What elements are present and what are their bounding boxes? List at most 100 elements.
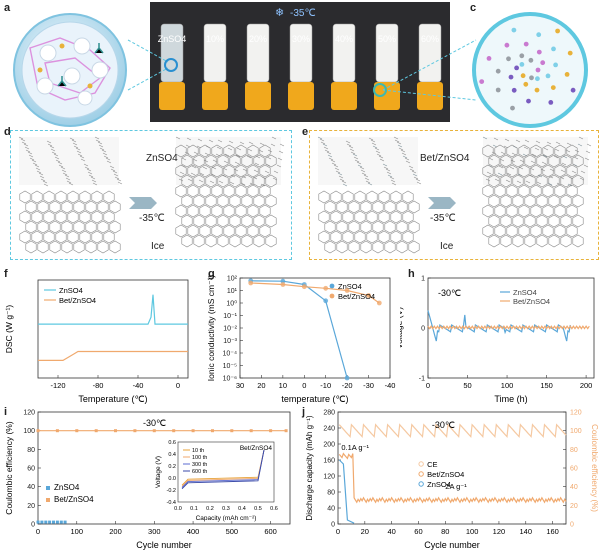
y-axis-label: Discharge capacity (mAh g⁻¹) bbox=[305, 415, 314, 520]
coulombic-efficiency-chart: Cycle number Coulombic efficiency (%) 0 100… bbox=[4, 410, 291, 550]
y-tick-label: 100 bbox=[570, 428, 582, 435]
ice-hexagon bbox=[229, 154, 241, 168]
ice-hexagon bbox=[25, 240, 37, 254]
ice-hexagon bbox=[223, 184, 235, 198]
ice-hexagon bbox=[55, 190, 67, 204]
md-water-molecule bbox=[179, 171, 185, 175]
ice-hexagon bbox=[554, 224, 566, 238]
md-water-molecule bbox=[396, 141, 402, 145]
md-water-molecule bbox=[553, 155, 559, 159]
molecule-atom bbox=[528, 57, 534, 63]
molecule-atom bbox=[535, 67, 541, 73]
y-tick-label: 100 bbox=[23, 428, 35, 435]
md-water-molecule bbox=[577, 143, 583, 147]
ice-hexagon bbox=[548, 194, 560, 208]
ice-hexagon bbox=[91, 190, 103, 204]
md-water-molecule bbox=[279, 143, 285, 147]
ice-hexagon bbox=[31, 190, 43, 204]
md-water-molecule bbox=[353, 156, 359, 160]
x-axis-label: Temperature (℃) bbox=[78, 394, 147, 404]
y-tick-label: 10⁻⁶ bbox=[223, 376, 237, 383]
ice-hexagon bbox=[560, 234, 572, 248]
molecule-atom bbox=[523, 41, 529, 47]
molecule-atom bbox=[510, 105, 515, 111]
ice-hexagon bbox=[247, 184, 259, 198]
md-water-molecule bbox=[97, 141, 103, 145]
md-water-molecule bbox=[404, 157, 410, 161]
x-tick-label: 50 bbox=[463, 381, 471, 390]
md-water-molecule bbox=[197, 138, 203, 142]
ice-hexagon bbox=[55, 210, 67, 224]
molecule-atom bbox=[479, 79, 485, 84]
md-water-molecule bbox=[28, 154, 34, 158]
ice-hexagon bbox=[402, 230, 414, 244]
ice-hexagon bbox=[205, 174, 217, 188]
ice-hexagon bbox=[259, 184, 271, 198]
data-point bbox=[280, 282, 286, 287]
inset-y-tick-label: 0.2 bbox=[168, 464, 176, 470]
md-water-molecule bbox=[375, 150, 381, 154]
ice-hexagon bbox=[506, 224, 518, 238]
x-tick-label: 300 bbox=[148, 527, 161, 536]
data-point bbox=[323, 285, 329, 291]
ice-hexagon bbox=[512, 154, 524, 168]
ice-hexagon bbox=[554, 184, 566, 198]
ice-hexagon bbox=[488, 214, 500, 228]
ice-hexagon bbox=[518, 144, 530, 158]
molecule-atom bbox=[523, 81, 529, 87]
x-tick-label: 140 bbox=[520, 527, 533, 536]
molecule-atom bbox=[504, 42, 510, 48]
md-water-molecule bbox=[331, 162, 337, 166]
ice-hexagon bbox=[342, 210, 354, 224]
y-tick-label: 0 bbox=[421, 326, 425, 333]
ice-hexagon bbox=[572, 214, 584, 228]
md-water-molecule bbox=[184, 151, 190, 155]
md-water-molecule bbox=[376, 153, 382, 157]
ice-hexagon bbox=[572, 174, 584, 188]
ice-hexagon bbox=[97, 240, 109, 254]
ice-hexagon bbox=[348, 200, 360, 214]
ice-hexagon bbox=[265, 234, 277, 248]
solvation-molecules-schematic bbox=[472, 12, 588, 128]
legend-swatch bbox=[329, 283, 335, 289]
md-water-molecule bbox=[92, 182, 98, 186]
ice-hexagon bbox=[205, 154, 217, 168]
data-point bbox=[63, 520, 67, 524]
ice-hexagon bbox=[175, 204, 187, 218]
md-water-molecule bbox=[65, 177, 71, 181]
ice-hexagon bbox=[241, 174, 253, 188]
md-water-molecule bbox=[71, 139, 77, 143]
molecule-atom bbox=[535, 76, 540, 82]
ice-hexagon bbox=[37, 200, 49, 214]
ice-hexagon bbox=[330, 190, 342, 204]
ice-hexagon bbox=[566, 224, 578, 238]
ice-hexagon bbox=[336, 200, 348, 214]
ice-hexagon bbox=[91, 230, 103, 244]
md-water-molecule bbox=[75, 147, 81, 151]
md-water-molecule bbox=[542, 154, 548, 158]
md-water-molecule bbox=[185, 144, 191, 148]
chart-annotation: 2A g⁻¹ bbox=[445, 482, 467, 491]
legend-swatch bbox=[46, 486, 50, 490]
ice-hexagon bbox=[73, 240, 85, 254]
data-point bbox=[55, 520, 59, 524]
md-water-molecule bbox=[266, 156, 272, 160]
inset-x-tick-label: 0.4 bbox=[238, 506, 246, 512]
ice-hexagon bbox=[247, 144, 259, 158]
x-tick-label: -30 bbox=[363, 381, 374, 390]
x-tick-label: 20 bbox=[361, 527, 369, 536]
md-water-molecule bbox=[357, 164, 363, 168]
md-water-molecule bbox=[342, 183, 348, 187]
md-water-molecule bbox=[217, 139, 223, 143]
ice-hexagon bbox=[372, 220, 384, 234]
ice-hexagon bbox=[259, 144, 271, 158]
ice-hexagon bbox=[488, 154, 500, 168]
ice-hexagon bbox=[342, 230, 354, 244]
data-point bbox=[52, 520, 55, 524]
ice-hexagon bbox=[494, 144, 506, 158]
md-water-molecule bbox=[554, 148, 560, 152]
panel-label-g: g bbox=[208, 268, 215, 280]
md-water-molecule bbox=[101, 149, 107, 153]
md-water-molecule bbox=[94, 136, 100, 140]
ice-hexagon bbox=[85, 200, 97, 214]
